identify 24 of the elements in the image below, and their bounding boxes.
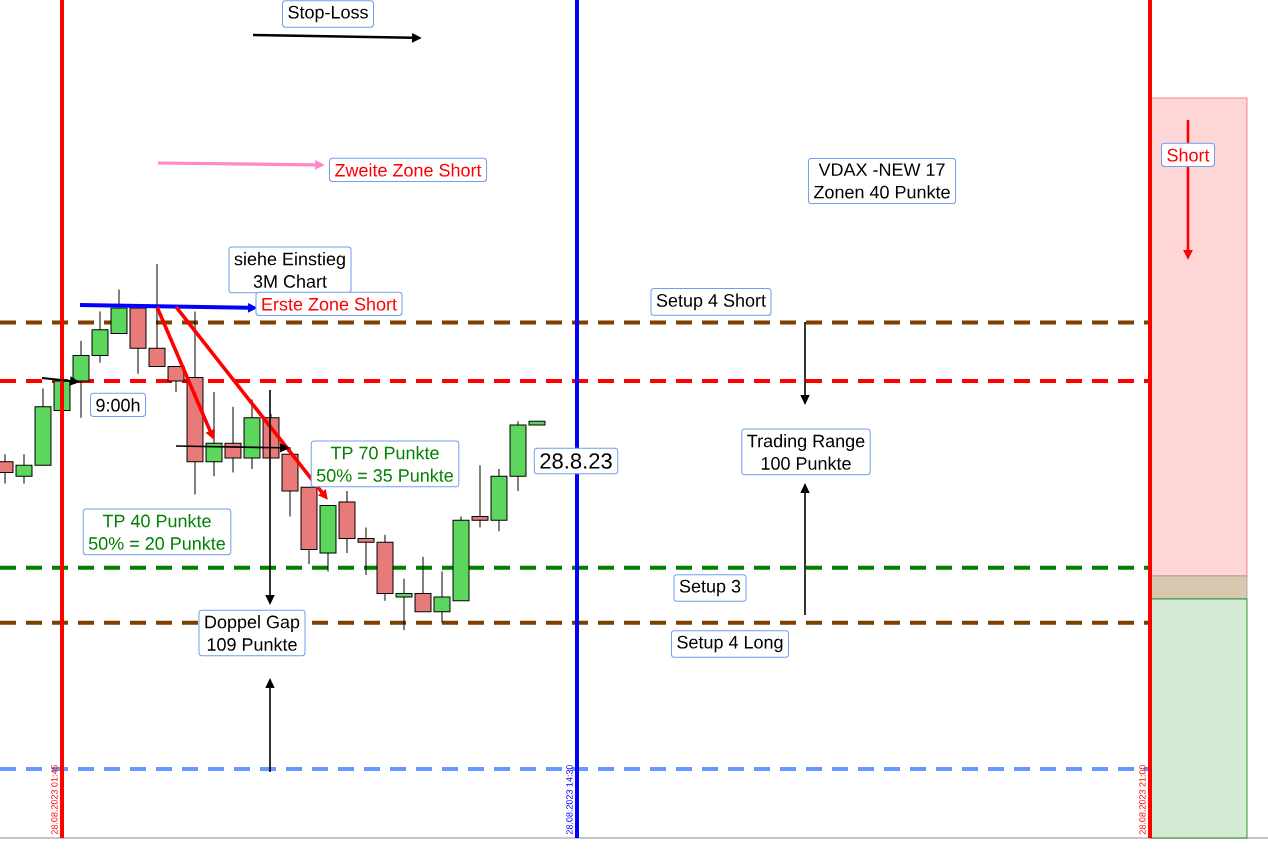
text: 109 Punkte	[207, 637, 297, 651]
text: Trading Range	[747, 434, 865, 451]
annotation: TP 70 Punkte	[330, 446, 439, 460]
annotation: 28.8.23	[540, 453, 612, 469]
text: Zonen 40 Punkte	[814, 185, 950, 199]
annotation: TP 40 Punkte	[102, 514, 211, 528]
annotation: 50% = 20 Punkte	[88, 536, 225, 550]
text: Stop-Loss	[288, 5, 368, 23]
annotation: siehe Einstieg	[234, 252, 345, 269]
text: Zweite Zone Short	[335, 163, 482, 177]
text: Setup 4 Long	[677, 635, 783, 653]
annotation: 9:00h	[96, 398, 140, 412]
text: VDAX -NEW 17	[818, 163, 945, 176]
annotation: 3M Chart	[253, 274, 327, 288]
text: 100 Punkte	[761, 456, 851, 470]
annotation: Doppel Gap	[205, 615, 300, 632]
text: 28.08.2023 01:45	[51, 764, 58, 835]
text: Short	[1167, 148, 1210, 162]
text: 28.08.2023 21:00	[1139, 764, 1146, 835]
text: Setup 4 Short	[656, 293, 766, 311]
text: Setup 3	[679, 579, 741, 597]
annotation: Erste Zone Short	[262, 297, 397, 311]
annotation: 50% = 35 Punkte	[316, 468, 453, 482]
text: 28.08.2023 14:30	[566, 764, 573, 835]
